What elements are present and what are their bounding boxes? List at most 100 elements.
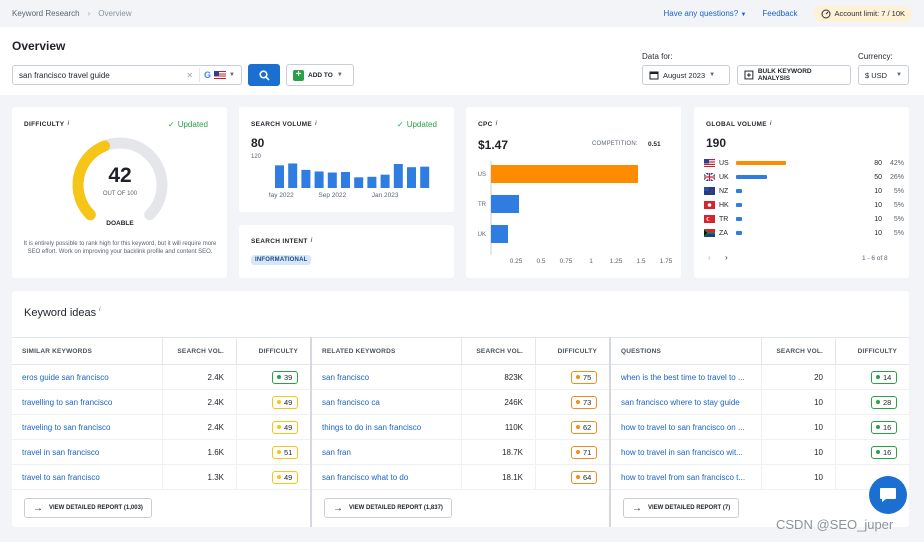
account-limit-badge[interactable]: Account limit: 7 / 10K xyxy=(813,5,912,22)
search-vol-header[interactable]: SEARCH VOL. xyxy=(761,338,835,364)
difficulty-updated: ✓ Updated xyxy=(168,120,208,129)
chat-button[interactable] xyxy=(869,476,907,514)
breadcrumb-root[interactable]: Keyword Research xyxy=(12,9,80,18)
keyword-link[interactable]: san francisco ca xyxy=(322,397,380,407)
table-row: eros guide san francisco 2.4K 39 xyxy=(12,365,310,390)
keyword-link[interactable]: san francisco what to do xyxy=(322,472,409,482)
keyword-link[interactable]: traveling to san francisco xyxy=(22,422,111,432)
search-vol-header[interactable]: SEARCH VOL. xyxy=(461,338,535,364)
difficulty-cell: 16 xyxy=(835,440,909,464)
bulk-keyword-analysis-button[interactable]: BULK KEYWORD ANALYSIS xyxy=(737,65,851,85)
currency-select[interactable]: $ USD ▼ xyxy=(858,65,909,85)
info-icon[interactable]: i xyxy=(769,121,772,127)
country-bar xyxy=(736,175,768,179)
x-tick-label: May 2022 xyxy=(269,192,294,199)
volume-bar[interactable] xyxy=(407,167,416,188)
country-code: TR xyxy=(719,215,729,223)
arrow-right-icon: → xyxy=(632,502,642,514)
keyword-link[interactable]: how to travel from san francisco t... xyxy=(621,472,746,482)
view-detailed-report-button[interactable]: → VIEW DETAILED REPORT (1,003) xyxy=(24,498,152,518)
volume-bar[interactable] xyxy=(367,176,377,188)
view-detailed-report-button[interactable]: → VIEW DETAILED REPORT (1,837) xyxy=(324,498,452,518)
table-row: san francisco ca 246K 73 xyxy=(312,390,609,415)
country-row-hk: HK 10 5% xyxy=(704,199,904,211)
global-volume-title-text: GLOBAL VOLUME xyxy=(706,121,767,128)
volume-bar[interactable] xyxy=(420,166,430,188)
country-code: ZA xyxy=(719,229,728,237)
difficulty-dot-icon xyxy=(576,425,580,429)
keyword-link[interactable]: eros guide san francisco xyxy=(22,372,109,382)
keyword-link[interactable]: travel in san francisco xyxy=(22,447,100,457)
volume-bar[interactable] xyxy=(301,169,311,188)
y-tick-label: UK xyxy=(478,232,486,238)
add-to-label: ADD TO xyxy=(308,71,333,79)
keyword-link[interactable]: when is the best time to travel to ... xyxy=(621,372,745,382)
country-code: NZ xyxy=(719,187,729,195)
volume-bar[interactable] xyxy=(341,172,350,188)
cpc-bar[interactable] xyxy=(491,195,519,213)
hk-flag xyxy=(704,201,719,209)
table-row: travel to san francisco 1.3K 49 xyxy=(12,465,310,490)
search-vol-header[interactable]: SEARCH VOL. xyxy=(162,338,236,364)
info-icon[interactable]: i xyxy=(67,121,70,127)
keyword-link[interactable]: how to travel to san francisco on ... xyxy=(621,422,745,432)
country-volume: 10 xyxy=(874,201,882,209)
keyword-link[interactable]: san fran xyxy=(322,447,351,457)
keyword-link[interactable]: things to do in san francisco xyxy=(322,422,422,432)
info-icon[interactable]: i xyxy=(310,238,313,244)
country-bar xyxy=(736,231,742,235)
volume-bar[interactable] xyxy=(288,163,298,188)
next-page-icon[interactable]: › xyxy=(725,253,728,262)
difficulty-value: 73 xyxy=(583,397,592,407)
keyword-link[interactable]: how to travel in san francisco wit... xyxy=(621,447,743,457)
search-input-value[interactable]: san francisco travel guide xyxy=(19,70,110,80)
info-icon[interactable]: i xyxy=(99,307,101,313)
feedback-link[interactable]: Feedback xyxy=(762,9,798,18)
volume-bar[interactable] xyxy=(380,174,390,188)
chevron-down-icon: ▼ xyxy=(229,72,235,78)
search-volume-title-text: SEARCH VOLUME xyxy=(251,121,312,128)
breadcrumb-current: Overview xyxy=(98,9,132,18)
column-header-row: SIMILAR KEYWORDS SEARCH VOL. DIFFICULTY xyxy=(12,337,310,365)
volume-bar[interactable] xyxy=(327,172,337,188)
info-icon[interactable]: i xyxy=(495,121,498,127)
info-icon[interactable]: i xyxy=(314,121,317,127)
search-button[interactable] xyxy=(248,64,280,86)
keyword-link[interactable]: travelling to san francisco xyxy=(22,397,113,407)
difficulty-header[interactable]: DIFFICULTY xyxy=(236,338,310,364)
difficulty-cell: 71 xyxy=(535,440,609,464)
difficulty-badge: 16 xyxy=(871,420,897,434)
volume-bar[interactable] xyxy=(393,164,403,188)
search-volume-cell: 20 xyxy=(761,365,835,389)
cpc-bar[interactable] xyxy=(491,225,508,243)
cpc-bar[interactable] xyxy=(491,165,638,183)
country-row-us: US 80 42% xyxy=(704,157,904,169)
keyword-link[interactable]: travel to san francisco xyxy=(22,472,100,482)
difficulty-badge: 62 xyxy=(571,420,597,434)
search-volume-cell: 2.4K xyxy=(162,390,236,414)
volume-bar[interactable] xyxy=(354,177,364,188)
keyword-link[interactable]: san francisco xyxy=(322,372,370,382)
country-bar-track xyxy=(736,161,854,165)
difficulty-cell: 64 xyxy=(535,465,609,489)
search-volume-title: SEARCH VOLUME i xyxy=(251,121,317,128)
table-row: san francisco what to do 18.1K 64 xyxy=(312,465,609,490)
keyword-search-input[interactable]: san francisco travel guide ✕ G ▼ xyxy=(12,65,242,85)
country-row-za: ZA 10 5% xyxy=(704,227,904,239)
volume-bar[interactable] xyxy=(314,171,324,188)
volume-bar[interactable] xyxy=(275,165,284,188)
country-code: US xyxy=(719,159,729,167)
date-select[interactable]: August 2023 ▼ xyxy=(642,65,730,85)
prev-page-icon[interactable]: ‹ xyxy=(708,253,711,262)
clear-icon[interactable]: ✕ xyxy=(186,70,194,80)
questions-dropdown[interactable]: Have any questions? ▼ xyxy=(664,9,747,18)
difficulty-header[interactable]: DIFFICULTY xyxy=(835,338,909,364)
difficulty-header[interactable]: DIFFICULTY xyxy=(535,338,609,364)
add-to-button[interactable]: + ADD TO ▼ xyxy=(286,64,354,86)
view-detailed-report-button[interactable]: → VIEW DETAILED REPORT (7) xyxy=(623,498,740,518)
keyword-link[interactable]: san francisco where to stay guide xyxy=(621,397,740,407)
search-engine-country-select[interactable]: G ▼ xyxy=(199,68,235,82)
difficulty-value: 49 xyxy=(284,422,293,432)
difficulty-out-of: OUT OF 100 xyxy=(102,191,138,197)
